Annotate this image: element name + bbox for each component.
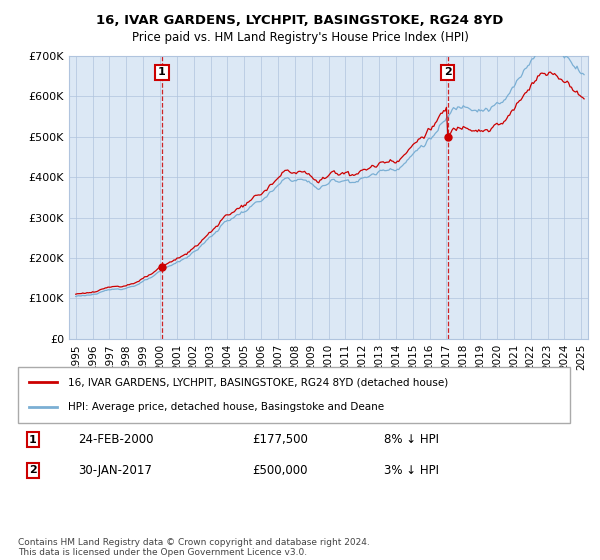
Text: HPI: Average price, detached house, Basingstoke and Deane: HPI: Average price, detached house, Basi… [68,402,384,412]
Text: Contains HM Land Registry data © Crown copyright and database right 2024.
This d: Contains HM Land Registry data © Crown c… [18,538,370,557]
Text: £500,000: £500,000 [252,464,308,477]
Text: £177,500: £177,500 [252,433,308,446]
Text: 24-FEB-2000: 24-FEB-2000 [78,433,154,446]
Text: 16, IVAR GARDENS, LYCHPIT, BASINGSTOKE, RG24 8YD: 16, IVAR GARDENS, LYCHPIT, BASINGSTOKE, … [97,14,503,27]
Text: 30-JAN-2017: 30-JAN-2017 [78,464,152,477]
Text: 3% ↓ HPI: 3% ↓ HPI [384,464,439,477]
Text: Price paid vs. HM Land Registry's House Price Index (HPI): Price paid vs. HM Land Registry's House … [131,31,469,44]
Text: 16, IVAR GARDENS, LYCHPIT, BASINGSTOKE, RG24 8YD (detached house): 16, IVAR GARDENS, LYCHPIT, BASINGSTOKE, … [68,377,448,388]
Text: 1: 1 [29,435,37,445]
Text: 1: 1 [158,67,166,77]
Text: 2: 2 [29,465,37,475]
Text: 8% ↓ HPI: 8% ↓ HPI [384,433,439,446]
FancyBboxPatch shape [18,367,570,423]
Text: 2: 2 [444,67,452,77]
